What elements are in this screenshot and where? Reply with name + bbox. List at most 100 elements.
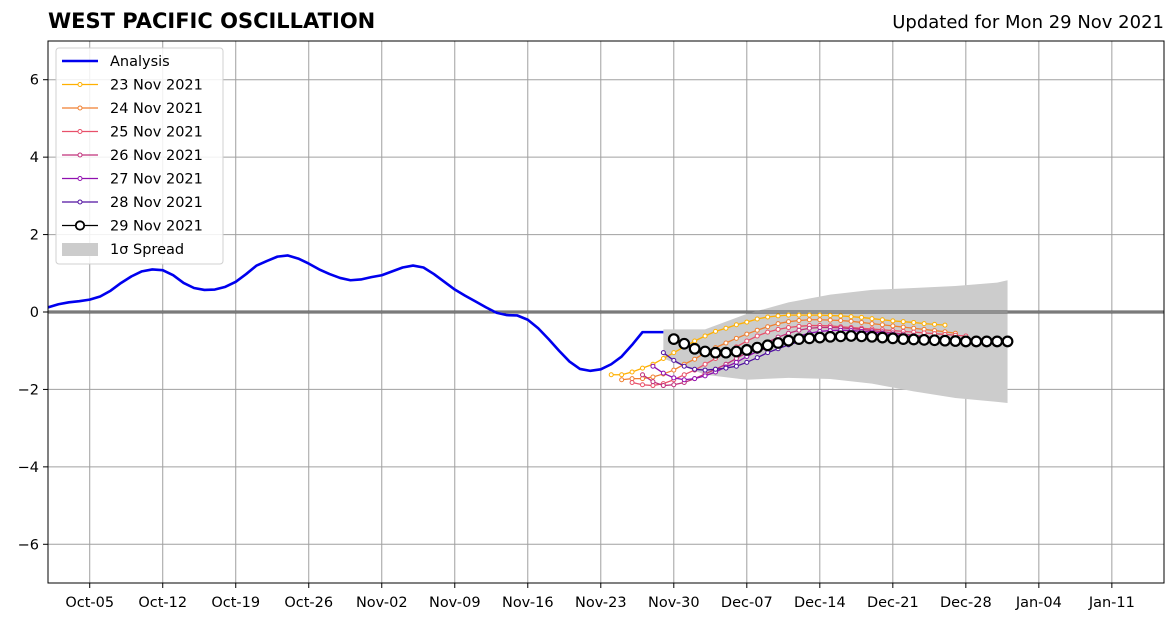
series-point xyxy=(991,335,1004,348)
x-tick-label: Dec-14 xyxy=(794,595,846,611)
series-point xyxy=(681,363,687,369)
series-point xyxy=(754,327,760,333)
legend-item: 26 Nov 2021 xyxy=(62,148,203,164)
series-point xyxy=(629,369,635,375)
legend: Analysis 23 Nov 2021 24 Nov 2021 25 Nov 202… xyxy=(55,47,224,265)
series-point xyxy=(900,319,906,325)
series-23-nov-2021 xyxy=(608,312,948,378)
series-point xyxy=(796,312,802,318)
series-point xyxy=(671,350,677,356)
series-point xyxy=(713,328,719,334)
series-point xyxy=(765,329,771,335)
series-point xyxy=(886,332,899,345)
legend-item: 28 Nov 2021 xyxy=(62,195,203,211)
legend-marker xyxy=(77,105,83,111)
series-point xyxy=(671,357,677,363)
legend-item: 25 Nov 2021 xyxy=(62,125,203,141)
series-point xyxy=(702,333,708,339)
series-point xyxy=(817,317,823,323)
legend-label: Analysis xyxy=(110,54,170,70)
series-point xyxy=(733,322,739,328)
legend-label: 23 Nov 2021 xyxy=(110,78,203,94)
series-point xyxy=(629,379,635,385)
legend-swatch xyxy=(62,243,98,256)
series-point xyxy=(765,324,771,330)
series-layer xyxy=(608,312,1014,389)
series-point xyxy=(723,365,729,371)
series-point xyxy=(775,313,781,319)
series-point xyxy=(911,319,917,325)
series-point xyxy=(1001,335,1014,348)
series-point xyxy=(740,344,753,356)
legend-label: 28 Nov 2021 xyxy=(110,195,203,211)
series-point xyxy=(928,334,941,347)
series-point xyxy=(660,350,666,356)
legend-marker xyxy=(77,176,83,181)
plot-frame xyxy=(47,40,1165,584)
series-point xyxy=(876,331,889,344)
x-tick-label: Nov-23 xyxy=(575,595,627,611)
series-point xyxy=(866,330,878,343)
series-point xyxy=(702,367,708,373)
series-point xyxy=(786,330,792,336)
legend-box xyxy=(55,47,224,265)
series-point xyxy=(859,314,865,320)
series-point xyxy=(761,339,774,352)
series-point xyxy=(699,345,711,358)
y-tick-label: 2 xyxy=(30,228,39,244)
x-tick-label: Nov-09 xyxy=(429,595,481,611)
x-tick-label: Oct-26 xyxy=(284,595,333,611)
series-point xyxy=(890,323,896,329)
series-point xyxy=(897,333,910,346)
legend-label: 1σ Spread xyxy=(110,242,184,258)
x-tick-label: Dec-07 xyxy=(721,595,773,611)
series-point xyxy=(692,376,698,382)
x-tick-label: Oct-12 xyxy=(138,595,187,611)
series-point xyxy=(660,355,666,361)
series-point xyxy=(723,340,729,346)
series-point xyxy=(733,335,739,341)
series-point xyxy=(744,319,750,325)
series-point xyxy=(765,350,771,356)
series-point xyxy=(667,333,680,346)
series-point xyxy=(793,333,805,346)
series-point xyxy=(650,379,656,385)
series-point xyxy=(869,316,875,322)
legend-marker xyxy=(77,199,83,205)
series-point xyxy=(848,318,854,324)
y-tick-label: −6 xyxy=(18,537,39,553)
series-point xyxy=(671,367,677,373)
series-point xyxy=(796,327,802,333)
legend-marker xyxy=(77,152,83,158)
series-point xyxy=(660,383,666,389)
series-point xyxy=(813,331,826,344)
series-point xyxy=(640,382,646,388)
series-point xyxy=(751,341,764,354)
series-point xyxy=(671,375,677,381)
series-point xyxy=(702,373,708,379)
series-point xyxy=(713,366,719,372)
series-point xyxy=(775,326,781,332)
series-point xyxy=(838,313,844,319)
series-point xyxy=(932,321,938,327)
series-point xyxy=(692,356,698,362)
series-point xyxy=(786,324,792,330)
legend-item: 24 Nov 2021 xyxy=(62,101,203,117)
series-point xyxy=(980,335,993,348)
y-tick-label: 0 xyxy=(30,305,39,321)
series-point xyxy=(869,321,875,327)
x-tick-label: Dec-28 xyxy=(940,595,992,611)
x-tick-label: Jan-04 xyxy=(1015,595,1062,611)
series-point xyxy=(827,317,833,323)
series-point xyxy=(678,337,691,350)
y-tick-label: 6 xyxy=(30,73,39,89)
y-tick-label: −2 xyxy=(18,382,39,398)
series-point xyxy=(942,322,948,328)
series-point xyxy=(723,325,729,331)
legend-item: 1σ Spread xyxy=(62,242,184,258)
series-point xyxy=(900,324,906,330)
series-point xyxy=(733,363,739,369)
legend-marker xyxy=(77,82,83,87)
series-point xyxy=(772,337,784,349)
series-point xyxy=(786,312,792,318)
